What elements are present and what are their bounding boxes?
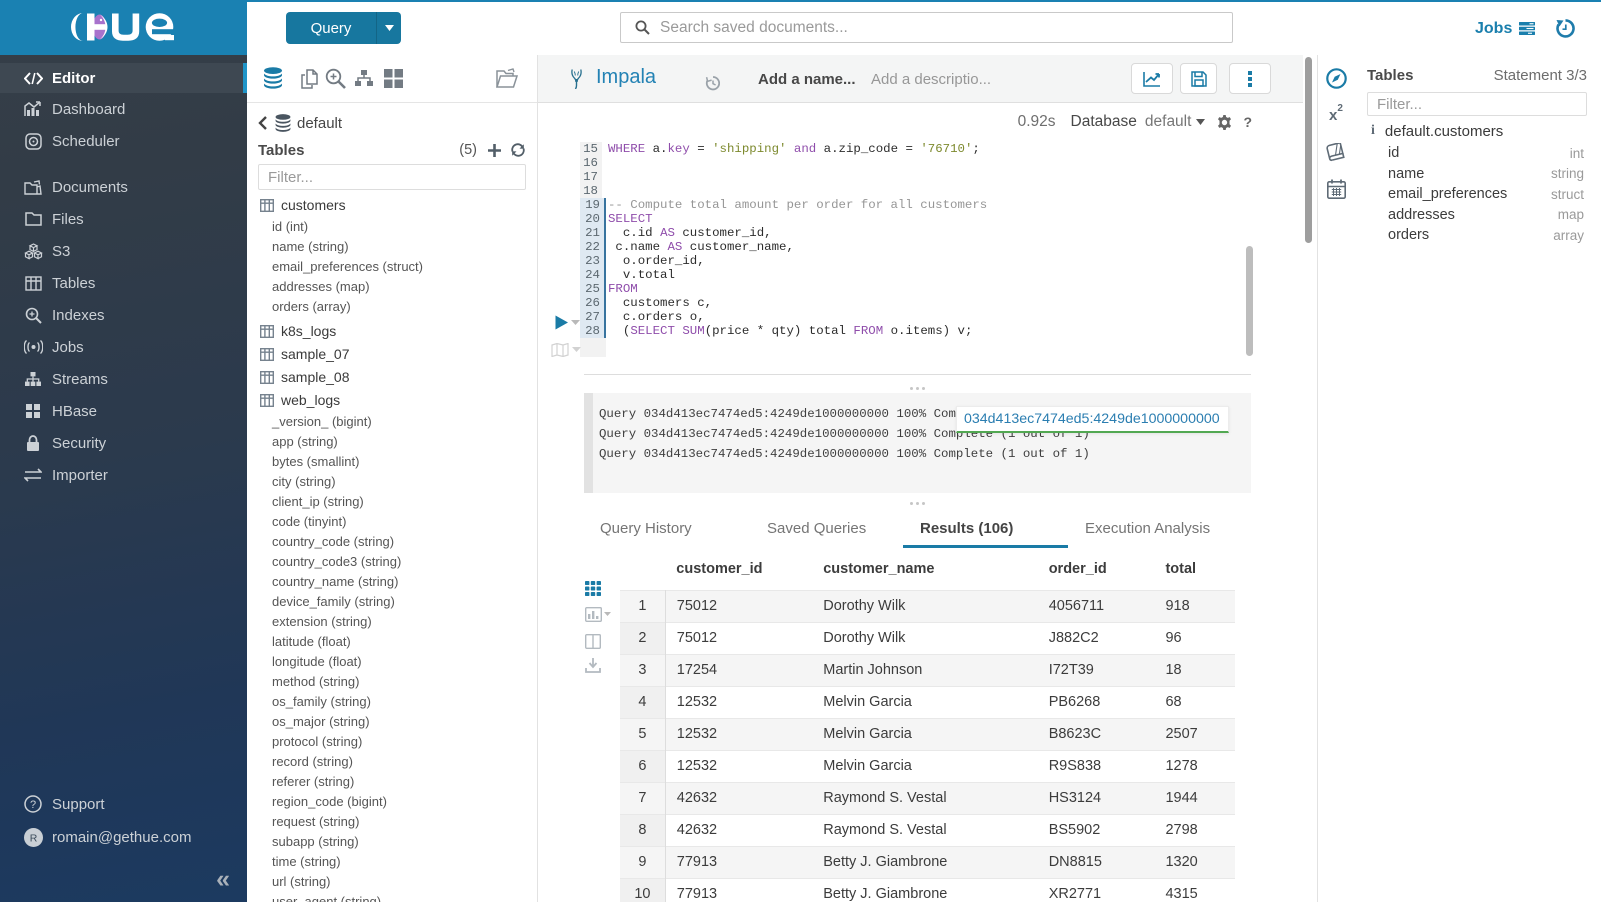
svg-text:?: ? (30, 799, 36, 811)
svg-text:R: R (29, 832, 37, 844)
